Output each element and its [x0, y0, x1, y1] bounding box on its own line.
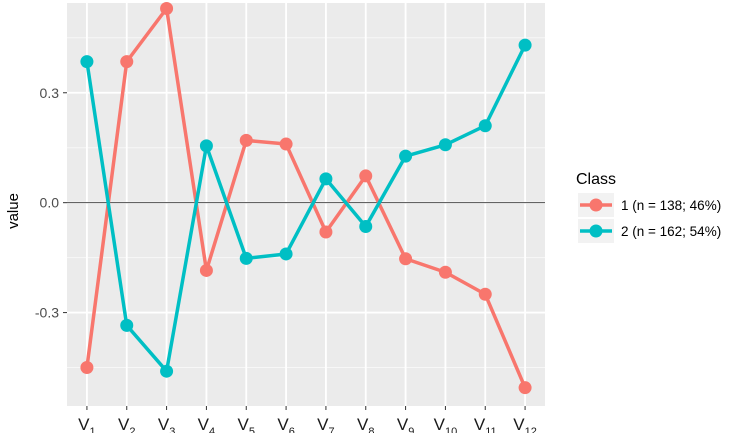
- x-tick-label: V12: [513, 415, 537, 433]
- legend: Class 1 (n = 138; 46%) 2 (n = 162; 54%): [576, 171, 721, 243]
- x-tick-label: V8: [357, 415, 374, 433]
- series-2-point-12: [518, 38, 532, 52]
- y-axis-title: value: [5, 193, 22, 229]
- x-tick-label: V11: [474, 415, 497, 433]
- x-tick-label: V2: [118, 415, 135, 433]
- series-2-point-7: [319, 172, 333, 186]
- series-1-point-9: [399, 252, 413, 266]
- series-2-point-10: [438, 138, 452, 152]
- y-tick-label: 0.3: [40, 85, 60, 101]
- series-2-point-1: [80, 55, 94, 69]
- series-1-point-11: [478, 287, 492, 301]
- y-axis: -0.3 0.0 0.3: [35, 85, 67, 321]
- series-2-point-8: [359, 219, 373, 233]
- series-1-point-10: [438, 265, 452, 279]
- legend-key-point-1: [589, 198, 603, 212]
- series-1-point-3: [160, 1, 174, 15]
- series-2-point-11: [478, 119, 492, 133]
- series-1-point-6: [279, 137, 293, 151]
- y-tick-label: -0.3: [35, 305, 59, 321]
- series-1-point-8: [359, 169, 373, 183]
- plot-panel: [67, 3, 545, 406]
- series-line-2: [85, 44, 527, 373]
- x-axis: V1 V2 V3 V4 V5 V6 V7 V8 V9 V10 V11 V12: [78, 406, 537, 438]
- x-tick-label: V5: [238, 415, 255, 433]
- y-tick-label: 0.0: [40, 195, 60, 211]
- x-tick-label: V7: [317, 415, 334, 433]
- series-2-point-4: [199, 139, 213, 153]
- legend-title: Class: [576, 171, 616, 188]
- series-2-point-6: [279, 247, 293, 261]
- series-1-point-7: [319, 225, 333, 239]
- series-1-point-1: [80, 361, 94, 375]
- series-2-point-5: [239, 251, 253, 265]
- series-1-point-12: [518, 381, 532, 395]
- series-1-point-4: [199, 263, 213, 277]
- series-2-point-9: [399, 149, 413, 163]
- x-tick-label: V4: [198, 415, 215, 433]
- series-group: [80, 1, 532, 395]
- x-tick-label: V6: [277, 415, 294, 433]
- x-tick-label: V3: [158, 415, 175, 433]
- series-1-point-2: [120, 55, 134, 69]
- legend-label-2: 2 (n = 162; 54%): [621, 224, 721, 239]
- series-2-point-2: [120, 318, 134, 332]
- legend-key-point-2: [589, 224, 603, 238]
- series-1-point-5: [239, 133, 253, 147]
- x-tick-label: V9: [397, 415, 414, 433]
- legend-label-1: 1 (n = 138; 46%): [621, 198, 721, 213]
- series-line-1: [85, 6, 527, 389]
- x-tick-label: V10: [434, 415, 458, 433]
- series-2-point-3: [160, 364, 174, 378]
- x-tick-label: V1: [78, 415, 95, 433]
